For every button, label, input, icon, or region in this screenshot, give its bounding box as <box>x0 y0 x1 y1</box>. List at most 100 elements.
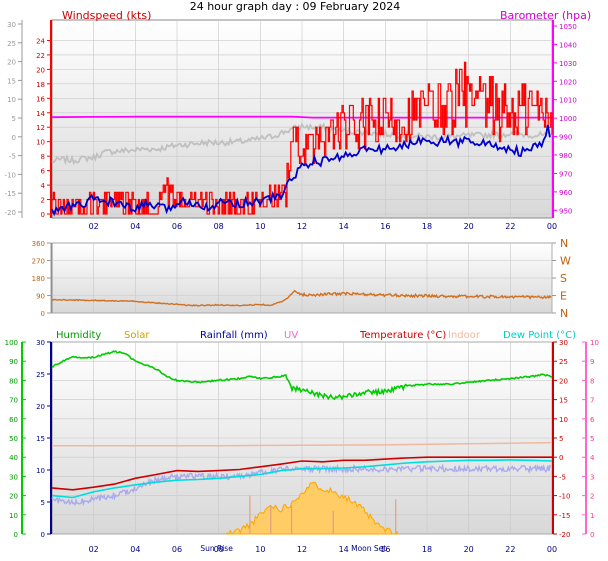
temp-axis-tick-label: 15 <box>7 77 16 85</box>
wind-speed-tick-label: 0 <box>41 211 45 219</box>
barometer-tick-label: 1030 <box>559 60 577 68</box>
temperature-tick-label: 5 <box>559 435 563 443</box>
compass-tick-label: S <box>560 272 567 285</box>
legend-temperature: Temperature (°C) <box>359 330 446 341</box>
temperature-humidity-panel: 0102030405060708090100051015202530-20-15… <box>5 330 599 554</box>
rainfall-tick-label: 0 <box>41 531 45 539</box>
compass-tick-label: N <box>560 307 568 320</box>
rainfall-tick-label: 15 <box>36 435 45 443</box>
temp-axis-tick-label: -10 <box>5 171 16 179</box>
temperature-tick-label: -10 <box>559 493 570 501</box>
humidity-tick-label: 40 <box>9 454 18 462</box>
temp-time-tick-label: 12 <box>297 545 307 554</box>
humidity-tick-label: 90 <box>9 358 18 366</box>
wind-speed-tick-label: 18 <box>36 81 45 89</box>
temperature-tick-label: 20 <box>559 377 568 385</box>
temperature-tick-label: 10 <box>559 416 568 424</box>
wind-speed-tick-label: 2 <box>41 197 45 205</box>
page-title: 24 hour graph day : 09 February 2024 <box>190 0 401 13</box>
barometer-tick-label: 1020 <box>559 78 577 86</box>
barometer-tick-label: 1050 <box>559 23 577 31</box>
wind-time-tick-label: 06 <box>172 222 182 231</box>
temp-panel-axes: 0102030405060708090100051015202530-20-15… <box>5 339 599 539</box>
wind-panel-series <box>51 61 553 217</box>
legend-rainfall: Rainfall (mm) <box>200 330 268 341</box>
rainfall-tick-label: 20 <box>36 403 45 411</box>
compass-tick-label: N <box>560 237 568 250</box>
wind-time-axis: 02 04 06 08 10 12 14 16 18 20 22 00 <box>89 222 558 231</box>
direction-tick-label: 360 <box>32 240 45 248</box>
uv-tick-label: 3 <box>590 473 594 481</box>
temp-time-tick-label: 02 <box>89 545 99 554</box>
legend-humidity: Humidity <box>56 330 101 341</box>
direction-series <box>51 289 552 307</box>
temperature-tick-label: 15 <box>559 397 568 405</box>
dew-point-line <box>51 459 553 499</box>
humidity-tick-label: 60 <box>9 416 18 424</box>
direction-tick-label: 0 <box>41 310 45 318</box>
wind-time-tick-label: 12 <box>297 222 307 231</box>
wind-panel-grid <box>52 20 553 218</box>
temp-time-tick-label: 10 <box>255 545 265 554</box>
temperature-tick-label: -15 <box>559 512 570 520</box>
uv-tick-label: 7 <box>590 397 594 405</box>
legend-indoor: Indoor <box>448 330 481 341</box>
barometer-tick-label: 950 <box>559 207 572 215</box>
temp-time-tick-label: 16 <box>380 545 390 554</box>
wind-speed-tick-label: 22 <box>36 52 45 60</box>
barometer-line <box>51 115 552 119</box>
legend-dew-point: Dew Point (°C) <box>503 330 576 341</box>
wind-speed-tick-label: 6 <box>41 168 46 176</box>
temperature-axis-left: -20 -15 -10 -5 0 5 10 15 20 25 30 <box>5 20 23 218</box>
temperature-tick-label: -20 <box>559 531 570 539</box>
wind-speed-tick-label: 12 <box>36 124 45 132</box>
temp-axis-tick-label: 5 <box>12 115 16 123</box>
barometer-tick-label: 1010 <box>559 97 577 105</box>
temp-time-tick-label: 08 <box>214 545 224 554</box>
temp-axis-tick-label: 25 <box>7 40 16 48</box>
humidity-line <box>51 350 553 401</box>
temp-panel-legend: Humidity Solar Rainfall (mm) UV Temperature … <box>56 330 576 341</box>
humidity-tick-label: 20 <box>9 493 18 501</box>
humidity-tick-label: 70 <box>9 397 18 405</box>
temp-axis-tick-label: 20 <box>7 59 16 67</box>
temp-time-tick-label: 20 <box>464 545 474 554</box>
barometer-tick-label: 960 <box>559 189 572 197</box>
humidity-tick-label: 100 <box>5 339 18 347</box>
barometer-tick-label: 1040 <box>559 41 577 49</box>
rainfall-tick-label: 30 <box>36 339 45 347</box>
wind-time-tick-label: 00 <box>547 222 557 231</box>
humidity-tick-label: 10 <box>9 512 18 520</box>
windspeed-legend: Windspeed (kts) <box>62 9 151 22</box>
rainfall-tick-label: 5 <box>41 499 45 507</box>
wind-time-tick-label: 14 <box>339 222 349 231</box>
barometer-tick-label: 970 <box>559 170 572 178</box>
barometer-tick-label: 980 <box>559 152 572 160</box>
temperature-tick-label: 25 <box>559 358 568 366</box>
barometer-axis: 950 960 970 980 990 1000 1010 1020 1030 1040 1050 <box>552 20 577 218</box>
temperature-tick-label: 0 <box>559 454 563 462</box>
uv-tick-label: 4 <box>590 454 595 462</box>
indoor-temperature-line <box>52 441 553 447</box>
outdoor-temperature-line <box>51 122 553 166</box>
temp-time-tick-label: 14 <box>339 545 349 554</box>
temp-time-tick-label: 06 <box>172 545 182 554</box>
barometer-legend: Barometer (hpa) <box>500 9 591 22</box>
temp-axis-tick-label: -5 <box>9 153 16 161</box>
direction-tick-label: 90 <box>36 293 45 301</box>
wind-gust-line <box>51 61 553 215</box>
wind-time-tick-label: 16 <box>380 222 390 231</box>
wind-time-tick-label: 08 <box>214 222 224 231</box>
wind-speed-tick-label: 4 <box>41 182 46 190</box>
uv-tick-label: 10 <box>590 339 599 347</box>
wind-time-tick-label: 04 <box>130 222 140 231</box>
uv-tick-label: 5 <box>590 435 594 443</box>
rainfall-tick-label: 10 <box>36 467 45 475</box>
uv-tick-label: 8 <box>590 377 594 385</box>
direction-tick-label: 180 <box>32 275 45 283</box>
temp-axis-tick-label: -20 <box>5 209 16 217</box>
